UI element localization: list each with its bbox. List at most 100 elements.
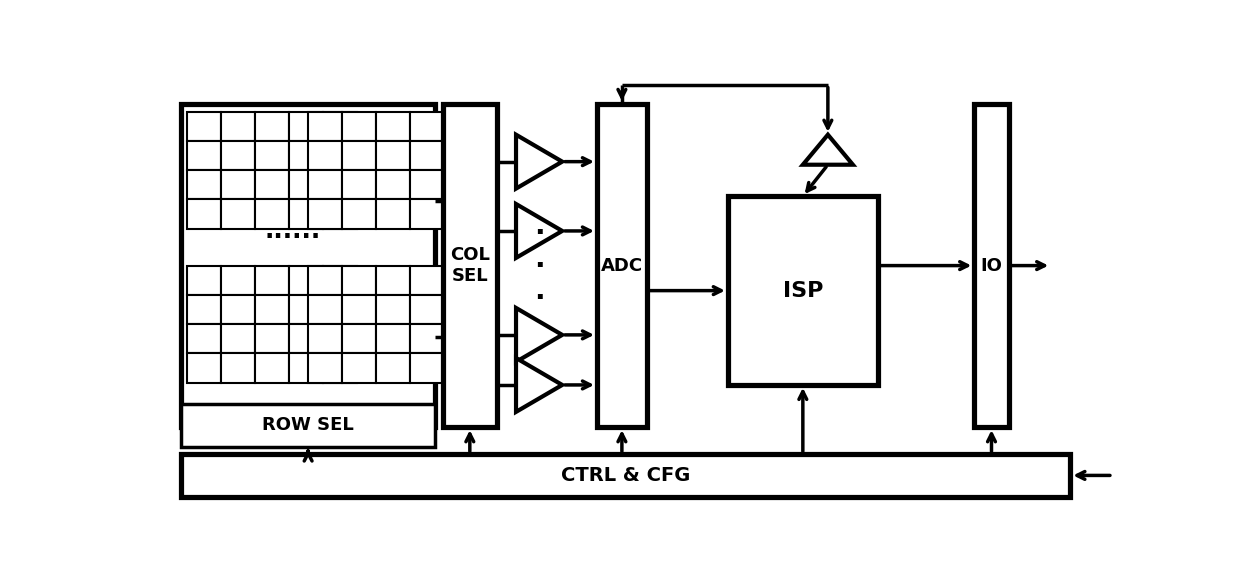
Bar [410,265,444,295]
Bar [597,104,647,428]
Bar [444,141,477,170]
Bar [974,104,1009,428]
Bar [322,324,357,353]
Bar [221,170,255,200]
Bar [309,295,342,324]
Polygon shape [515,134,563,189]
Bar [255,353,289,383]
Bar [410,353,444,383]
Bar [289,111,322,141]
Text: CTRL & CFG: CTRL & CFG [561,466,690,485]
Bar [342,353,375,383]
Bar [444,295,477,324]
Bar [342,111,375,141]
Bar [444,353,477,383]
Bar [342,324,375,353]
Bar [289,141,322,170]
Bar [322,353,357,383]
Polygon shape [515,204,563,258]
Bar [289,324,322,353]
Bar [309,170,342,200]
Bar [187,324,221,353]
Bar [375,200,410,228]
Bar [444,200,477,228]
Bar [410,324,444,353]
Bar [255,295,289,324]
Bar [444,170,477,200]
Polygon shape [515,308,563,362]
Bar [221,295,255,324]
Bar [322,200,357,228]
Bar [342,295,375,324]
Bar [255,170,289,200]
Bar [342,200,375,228]
Bar [309,265,342,295]
Bar [187,265,221,295]
Bar [221,141,255,170]
Bar [187,295,221,324]
Text: ·
·
·: · · · [534,219,544,312]
Bar [322,111,357,141]
Bar [255,200,289,228]
Bar [289,295,322,324]
Bar [255,141,289,170]
Bar [442,104,497,428]
Bar [309,324,342,353]
Bar [187,353,221,383]
Bar [727,196,878,385]
Bar [322,141,357,170]
Text: ADC: ADC [601,257,643,275]
Text: IO: IO [980,257,1002,275]
Bar [289,265,322,295]
Bar [181,104,435,428]
Bar [181,404,435,447]
Bar [255,111,289,141]
Bar [221,200,255,228]
Bar [181,454,1070,497]
Bar [309,353,342,383]
Bar [187,170,221,200]
Bar [221,353,255,383]
Bar [221,324,255,353]
Bar [375,324,410,353]
Bar [187,141,221,170]
Bar [322,295,357,324]
Bar [342,265,375,295]
Bar [375,141,410,170]
Bar [410,111,444,141]
Bar [221,111,255,141]
Bar [255,265,289,295]
Bar [444,324,477,353]
Bar [375,265,410,295]
Bar [289,200,322,228]
Text: COL
SEL: COL SEL [450,246,489,285]
Bar [187,111,221,141]
Bar [322,170,357,200]
Bar [255,324,289,353]
Bar [342,170,375,200]
Bar [309,141,342,170]
Text: ROW SEL: ROW SEL [263,417,354,434]
Bar [410,200,444,228]
Bar [375,295,410,324]
Bar [309,200,342,228]
Polygon shape [515,358,563,412]
Bar [309,111,342,141]
Bar [410,295,444,324]
Bar [322,265,357,295]
Bar [444,111,477,141]
Bar [375,111,410,141]
Bar [410,141,444,170]
Bar [289,170,322,200]
Text: ISP: ISP [783,280,823,301]
Bar [444,265,477,295]
Polygon shape [803,134,852,164]
Bar [342,141,375,170]
Bar [375,353,410,383]
Bar [187,200,221,228]
Text: ......: ...... [265,219,321,243]
Bar [410,170,444,200]
Bar [289,353,322,383]
Bar [221,265,255,295]
Bar [375,170,410,200]
